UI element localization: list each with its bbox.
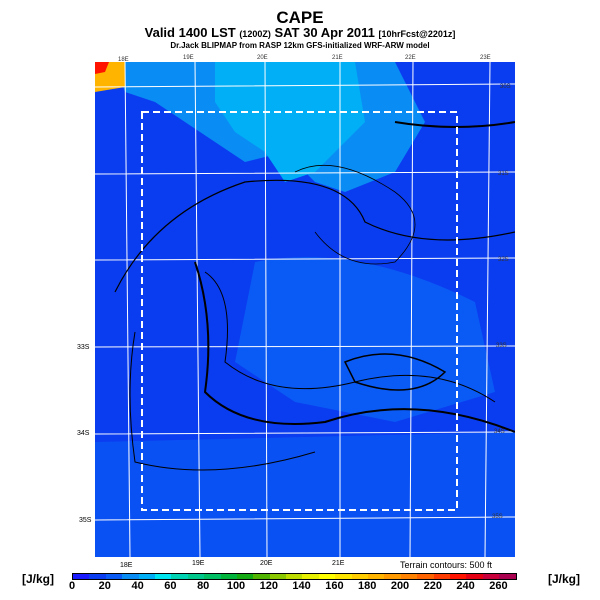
colorbar <box>72 573 517 580</box>
colorbar-tick: 200 <box>390 580 410 592</box>
lat-label-left: 34S <box>77 430 90 437</box>
cape-region-20 <box>235 257 495 422</box>
valid-utc: (1200Z) <box>239 29 271 39</box>
lon-label: 20E <box>257 55 268 61</box>
terrain-contours <box>114 121 515 471</box>
colorbar-segment <box>499 574 516 579</box>
colorbar-segment <box>449 574 467 579</box>
lat-label-left: 33S <box>77 344 90 351</box>
cape-region-south <box>95 432 515 557</box>
lon-label: 18E <box>118 57 129 63</box>
cape-map <box>95 62 515 557</box>
colorbar-segment <box>351 574 369 579</box>
lon-label: 23E <box>480 55 491 61</box>
colorbar-segment <box>187 574 205 579</box>
map-title: CAPE <box>276 8 324 27</box>
lat-label: 35S <box>492 514 503 520</box>
forecast-info: [10hrFcst@2201z] <box>378 29 456 39</box>
lat-label: 32S <box>498 257 509 263</box>
lat-label: 34S <box>494 429 505 435</box>
lat-label: 31S <box>498 171 509 177</box>
colorbar-tick: 0 <box>68 580 76 592</box>
colorbar-segment <box>171 574 188 579</box>
colorbar-tick: 120 <box>259 580 278 592</box>
lat-label: 33S <box>496 343 507 349</box>
lon-label: 19E <box>192 560 205 567</box>
colorbar-segment <box>466 574 483 579</box>
colorbar-tick: 60 <box>164 580 177 592</box>
colorbar-segment <box>433 574 450 579</box>
colorbar-segment <box>122 574 139 579</box>
cape-region-50 <box>215 62 365 182</box>
lon-label: 19E <box>183 55 194 61</box>
colorbar-segment <box>335 574 352 579</box>
cape-region-max <box>95 62 109 74</box>
colorbar-segment <box>368 574 385 579</box>
colorbar-segment <box>236 574 254 579</box>
colorbar-segment <box>105 574 123 579</box>
colorbar-tick: 80 <box>197 580 210 592</box>
colorbar-segment <box>417 574 434 579</box>
colorbar-segment <box>318 574 336 579</box>
lat-lon-grid <box>95 62 515 557</box>
colorbar-tick: 160 <box>325 580 344 592</box>
colorbar-segment <box>253 574 270 579</box>
colorbar-segment <box>286 574 303 579</box>
lat-label-left: 35S <box>79 517 92 524</box>
colorbar-segment <box>220 574 237 579</box>
colorbar-segment <box>384 574 401 579</box>
valid-time: Valid 1400 LST (1200Z) SAT 30 Apr 2011 [… <box>0 25 600 40</box>
colorbar-tick: 180 <box>358 580 377 592</box>
terrain-note: Terrain contours: 500 ft <box>400 560 493 570</box>
lon-label: 21E <box>332 560 345 567</box>
colorbar-tick: 140 <box>292 580 311 592</box>
colorbar-tick: 20 <box>98 580 111 592</box>
colorbar-segment <box>73 574 90 579</box>
colorbar-segment <box>204 574 221 579</box>
colorbar-segment <box>154 574 172 579</box>
lon-label: 21E <box>332 55 343 61</box>
colorbar-segment <box>302 574 319 579</box>
inner-domain-box <box>141 111 458 511</box>
colorbar-tick: 260 <box>489 580 508 592</box>
lat-label: 30S <box>500 84 511 90</box>
colorbar-tick: 100 <box>226 580 246 592</box>
colorbar-segment <box>89 574 106 579</box>
colorbar-segment <box>482 574 500 579</box>
colorbar-tick: 40 <box>131 580 144 592</box>
valid-date: SAT 30 Apr 2011 <box>274 25 375 40</box>
lon-label: 22E <box>405 55 416 61</box>
model-credit: Dr.Jack BLIPMAP from RASP 12km GFS-initi… <box>170 41 430 50</box>
colorbar-segment <box>400 574 418 579</box>
unit-label-right: [J/kg] <box>548 572 581 586</box>
colorbar-tick: 240 <box>456 580 475 592</box>
lon-label: 18E <box>120 562 133 569</box>
valid-label: Valid 1400 LST <box>144 25 236 40</box>
colorbar-tick: 220 <box>423 580 442 592</box>
colorbar-segment <box>138 574 155 579</box>
unit-label-left: [J/kg] <box>22 572 55 586</box>
lon-label: 20E <box>260 560 273 567</box>
colorbar-segment <box>269 574 287 579</box>
